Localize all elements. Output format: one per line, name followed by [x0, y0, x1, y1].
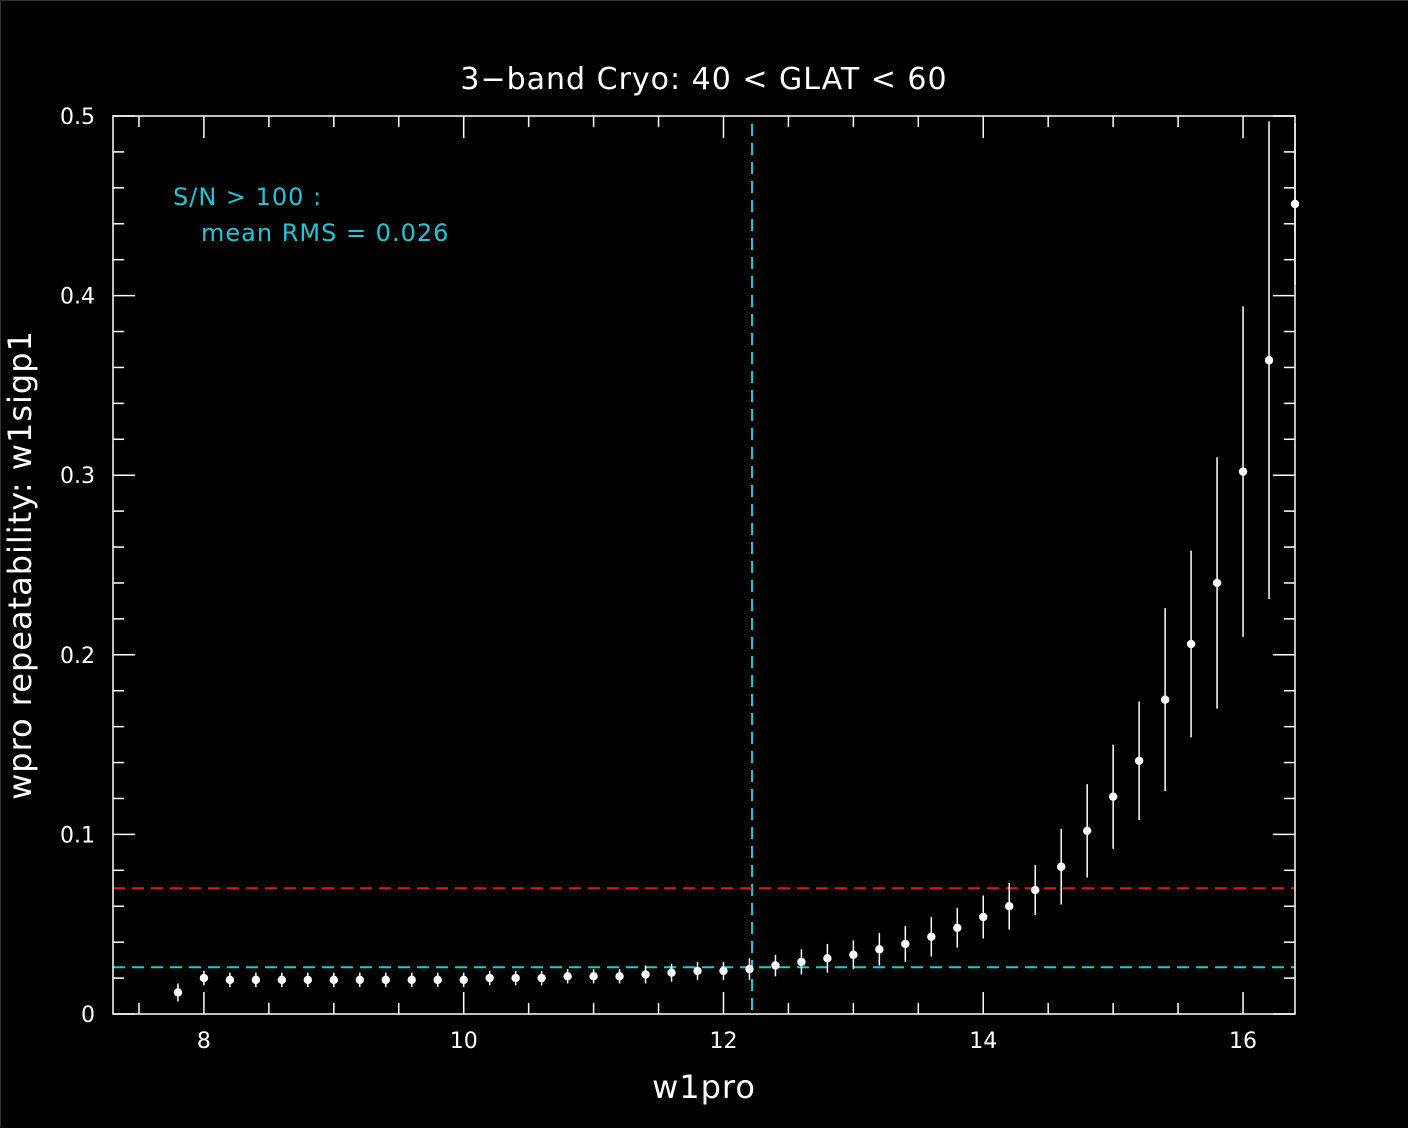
- data-point: [1160, 695, 1170, 704]
- data-point: [329, 975, 339, 985]
- data-point: [355, 975, 364, 985]
- data-point: [849, 950, 858, 959]
- reference-lines: [113, 124, 1295, 1014]
- data-point: [1056, 862, 1066, 871]
- plot-area-frame: [112, 115, 1296, 1015]
- data-point: [1212, 578, 1222, 588]
- data-point: [563, 972, 572, 981]
- data-point: [797, 957, 806, 967]
- data-point: [1082, 826, 1092, 836]
- annotation-mean-rms: mean RMS = 0.026: [201, 219, 449, 247]
- data-point: [641, 970, 650, 979]
- data-points: [173, 199, 1300, 997]
- data-point: [277, 975, 287, 985]
- y-tick-label: 0.5: [60, 105, 95, 130]
- x-tick-label: 10: [450, 1029, 478, 1054]
- data-point: [667, 968, 676, 977]
- data-point: [485, 973, 494, 983]
- axis-ticks: [113, 115, 1295, 1015]
- x-tick-labels: 8 10 12 14 16: [197, 1029, 1257, 1054]
- data-point: [303, 975, 313, 985]
- data-point: [771, 961, 780, 970]
- data-point: [927, 932, 936, 941]
- data-point: [511, 973, 520, 983]
- data-point: [459, 975, 468, 985]
- data-point: [823, 954, 832, 963]
- data-point: [1134, 756, 1144, 765]
- y-axis-label: wpro repeatability: w1sigp1: [1, 330, 39, 800]
- data-point: [615, 972, 624, 981]
- data-point: [745, 964, 754, 974]
- data-point: [1005, 902, 1014, 911]
- x-tick-label: 16: [1229, 1029, 1257, 1054]
- data-point: [199, 973, 209, 983]
- x-tick-label: 14: [969, 1029, 997, 1054]
- data-point: [1031, 885, 1040, 895]
- data-point: [589, 972, 598, 981]
- data-point: [225, 975, 235, 985]
- data-point: [433, 975, 442, 985]
- data-point: [901, 939, 910, 949]
- y-tick-label: 0.1: [60, 823, 95, 848]
- x-axis-label: w1pro: [652, 1068, 756, 1106]
- data-point: [1238, 467, 1248, 476]
- annotation-snr-label: S/N > 100 :: [173, 183, 322, 211]
- y-tick-label: 0.2: [60, 644, 95, 669]
- data-point: [381, 975, 390, 985]
- data-point: [1108, 792, 1118, 801]
- chart-title: 3−band Cryo: 40 < GLAT < 60: [460, 62, 947, 97]
- x-tick-label: 12: [709, 1029, 737, 1054]
- data-point: [1264, 356, 1274, 365]
- y-tick-label: 0.3: [60, 464, 95, 489]
- data-point: [979, 912, 988, 922]
- data-point: [693, 966, 702, 976]
- data-point: [875, 945, 884, 954]
- data-point: [719, 966, 728, 976]
- data-point: [1186, 639, 1196, 649]
- data-point: [953, 923, 962, 932]
- y-tick-label: 0.4: [60, 285, 95, 310]
- x-tick-label: 8: [197, 1029, 211, 1054]
- data-point: [537, 973, 546, 983]
- y-tick-label: 0: [81, 1003, 95, 1028]
- data-point: [407, 975, 416, 985]
- y-tick-labels: 0 0.1 0.2 0.3 0.4 0.5: [60, 105, 95, 1028]
- data-point: [251, 975, 261, 985]
- data-point: [173, 988, 183, 997]
